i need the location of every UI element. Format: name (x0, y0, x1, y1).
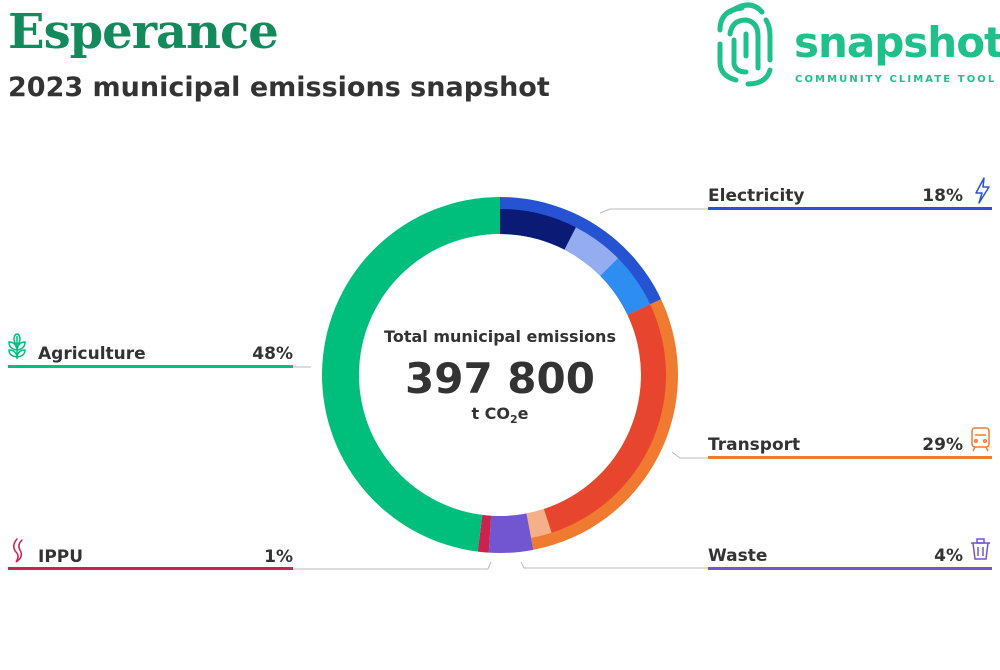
transport-percent: 29% (922, 435, 963, 455)
wheat-icon (8, 333, 26, 359)
train-icon (971, 427, 990, 452)
brand-logo: snapshot COMMUNITY CLIMATE TOOL (712, 0, 1000, 92)
waste-label: Waste (708, 546, 767, 566)
electricity-leader-line (599, 208, 708, 214)
donut-ring (321, 197, 678, 553)
electricity-subsegment-3 (600, 258, 651, 315)
ippu-label: IPPU (38, 547, 83, 567)
electricity-subsegment-1 (500, 209, 576, 250)
flame-icon (13, 538, 23, 563)
brand-tagline: COMMUNITY CLIMATE TOOL (795, 74, 997, 85)
electricity-subsegment-2 (564, 227, 619, 276)
transport-label: Transport (708, 435, 800, 455)
emissions-unit: t CO2e (471, 404, 529, 427)
transport-subsegment-1 (543, 304, 666, 533)
lightning-icon (975, 177, 990, 204)
transport-leader-line (671, 451, 708, 459)
legend-transport: Transport 29% (708, 427, 992, 459)
center-caption: Total municipal emissions (384, 327, 616, 346)
fingerprint-logo-icon (717, 2, 773, 87)
waste-underline (708, 567, 992, 570)
legend-ippu: IPPU 1% (8, 538, 293, 570)
brand-name: snapshot (794, 18, 1000, 67)
agriculture-slice (321, 197, 500, 552)
electricity-label: Electricity (708, 186, 805, 206)
leader-lines (292, 208, 708, 570)
ippu-slice (477, 514, 492, 553)
electricity-underline (708, 207, 992, 210)
page-title: Esperance (8, 4, 279, 60)
legend-agriculture: Agriculture 48% (8, 333, 293, 368)
trash-icon (971, 538, 990, 560)
waste-leader-line (520, 561, 708, 569)
electricity-percent: 18% (922, 186, 963, 206)
ippu-underline (8, 567, 293, 570)
transport-underline (708, 456, 992, 459)
waste-slice (488, 513, 534, 553)
legend-electricity: Electricity 18% (708, 177, 992, 210)
transport-subsegment-2 (526, 509, 552, 539)
ippu-percent: 1% (264, 547, 293, 567)
legend-waste: Waste 4% (708, 538, 992, 570)
agriculture-percent: 48% (252, 344, 293, 364)
page-subtitle: 2023 municipal emissions snapshot (8, 72, 550, 103)
agriculture-label: Agriculture (38, 344, 146, 364)
waste-percent: 4% (934, 546, 963, 566)
total-emissions-value: 397 800 (405, 354, 595, 403)
ippu-leader-line (292, 561, 492, 570)
agriculture-underline (8, 365, 293, 368)
